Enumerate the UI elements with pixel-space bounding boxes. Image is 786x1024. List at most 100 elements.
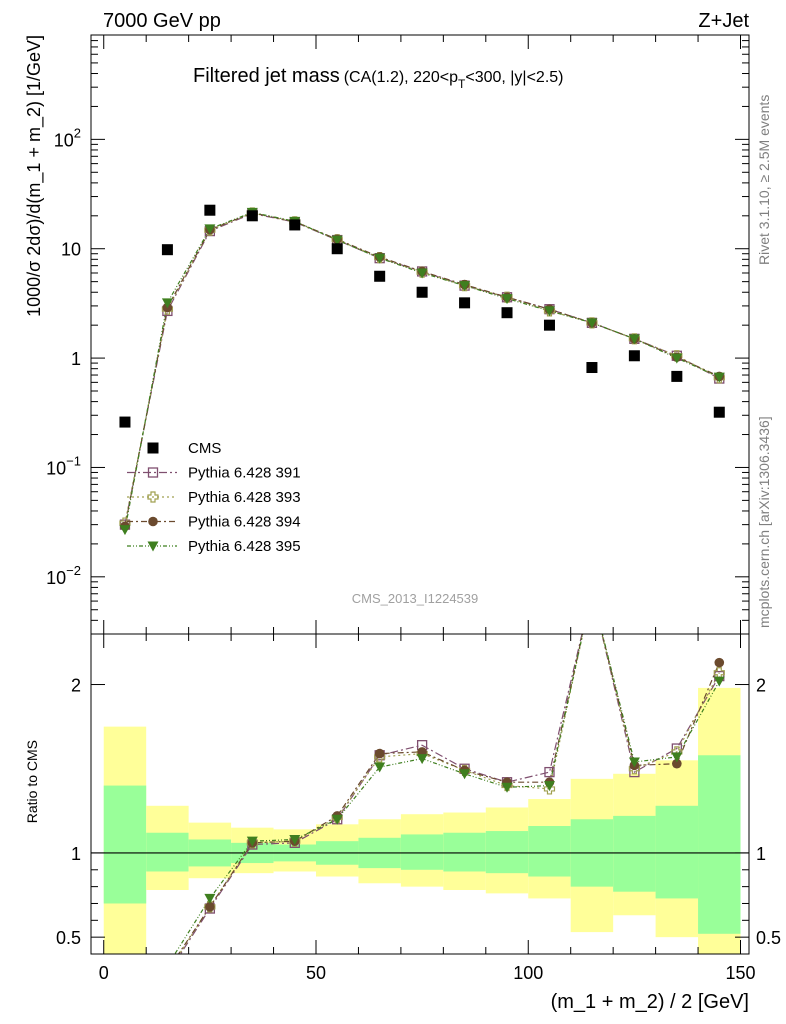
legend-marker-p391: [147, 467, 159, 478]
ratio-y-tick-label-right: 2: [756, 676, 766, 696]
point-cms: [713, 406, 725, 418]
rivet-label: Rivet 3.1.10, ≥ 2.5M events: [756, 95, 772, 265]
point-cms: [459, 297, 471, 309]
point-p395: [501, 294, 513, 305]
point-p395: [459, 281, 471, 292]
legend-marker-p395: [147, 541, 159, 552]
ratio-point-p395: [501, 782, 513, 793]
band-inner: [400, 834, 444, 870]
point-p395: [331, 235, 343, 246]
point-cms: [246, 210, 258, 222]
point-p395: [713, 372, 725, 383]
y-tick-label: 10−1: [46, 453, 81, 478]
point-p395: [416, 268, 428, 279]
ratio-line-p391: [179, 634, 720, 954]
ratio-y-tick-label-left: 2: [71, 676, 81, 696]
main-series-lines: [124, 211, 720, 530]
point-cms: [289, 219, 301, 231]
legend-marker-p394: [148, 516, 158, 527]
ratio-y-tick-label-left: 1: [71, 844, 81, 864]
ratio-point-p394: [374, 748, 385, 759]
ratio-point-p394: [205, 902, 215, 912]
point-cms: [204, 204, 216, 216]
ratio-point-p395: [628, 757, 640, 768]
band-inner: [698, 755, 741, 934]
legend: CMS Pythia 6.428 391 Pythia 6.428 393 Pythi…: [127, 440, 301, 555]
point-p395: [204, 224, 216, 235]
y-tick-label: 102: [54, 125, 81, 150]
point-cms: [161, 244, 173, 256]
y-tick-label: 10−2: [46, 563, 81, 588]
process-label: Z+Jet: [698, 10, 749, 32]
point-p395: [161, 298, 173, 309]
y-tick-base: 10: [61, 240, 81, 260]
ratio-point-p395: [543, 781, 555, 792]
legend-label-p391: Pythia 6.428 391: [188, 465, 301, 482]
y-axis-title-ratio: Ratio to CMS: [24, 740, 40, 823]
band-inner: [103, 785, 147, 904]
y-tick-exp: 2: [74, 125, 81, 140]
x-axis-title: (m_1 + m_2) / 2 [GeV]: [551, 991, 749, 1013]
point-p395: [671, 353, 683, 364]
main-series-markers: [119, 204, 725, 536]
y-tick-base: 10: [46, 458, 66, 478]
title-sub-post: <300, |y|<2.5): [465, 69, 563, 86]
ratio-point-p395: [416, 754, 428, 765]
band-inner: [146, 832, 189, 872]
y-tick-base: 1: [71, 349, 81, 369]
x-tick-label: 150: [725, 963, 755, 983]
collider-label: 7000 GeV pp: [103, 10, 221, 32]
point-cms: [628, 350, 640, 362]
ratio-point-p394: [672, 758, 682, 769]
plot-title: Filtered jet mass (CA(1.2), 220<pT<300, |…: [193, 65, 564, 91]
legend-label-p394: Pythia 6.428 394: [188, 514, 301, 531]
ratio-point-p395: [246, 836, 258, 847]
point-p395: [586, 318, 598, 329]
y-tick-base: 10: [54, 130, 74, 150]
y-axis-title-main: 1000/σ 2dσ)/d(m_1 + m_2) [1/GeV]: [24, 35, 45, 317]
title-sub-pre: (CA(1.2), 220<p: [344, 69, 458, 86]
point-cms: [331, 243, 343, 255]
ratio-y-tick-label-right: 0.5: [756, 928, 781, 948]
point-p395: [628, 334, 640, 345]
point-cms: [501, 307, 513, 319]
legend-label-p393: Pythia 6.428 393: [188, 489, 301, 506]
legend-label-p395: Pythia 6.428 395: [188, 538, 301, 555]
band-inner: [443, 832, 486, 872]
title-sub-subscript: T: [458, 77, 466, 91]
point-cms: [374, 270, 386, 282]
legend-marker-p393: [147, 491, 159, 503]
ratio-y-tick-label-right: 1: [756, 844, 766, 864]
y-tick-exp: −2: [66, 563, 81, 578]
ratio-y-tick-label-left: 0.5: [56, 928, 81, 948]
y-tick-exp: −1: [66, 453, 81, 468]
ratio-point-p395: [671, 752, 683, 763]
uncertainty-bands: [103, 687, 741, 954]
x-tick-label: 0: [99, 963, 109, 983]
y-tick-label: 1: [71, 349, 81, 369]
ratio-frame: [90, 633, 750, 955]
point-cms: [119, 416, 131, 428]
point-cms: [416, 286, 428, 298]
mcplots-label: mcplots.cern.ch [arXiv:1306.3436]: [756, 416, 772, 628]
y-tick-label: 10: [61, 240, 81, 260]
title-main: Filtered jet mass: [193, 65, 340, 87]
x-tick-label: 50: [306, 963, 326, 983]
ratio-point-p395: [713, 676, 725, 687]
analysis-id: CMS_2013_I1224539: [352, 591, 479, 606]
ratio-point-p394: [714, 657, 725, 668]
point-cms: [671, 370, 683, 382]
point-p395: [119, 525, 131, 536]
ratio-point-p391: [544, 766, 555, 778]
ratio-point-p395: [289, 834, 301, 845]
band-inner: [613, 815, 656, 892]
band-inner: [528, 826, 571, 877]
legend-marker-cms: [147, 442, 159, 454]
point-cms: [586, 362, 598, 374]
point-p395: [543, 306, 555, 317]
band-inner: [655, 805, 699, 899]
series-line-p395: [124, 211, 720, 530]
ratio-series-markers: [204, 657, 725, 914]
point-p395: [374, 253, 386, 264]
